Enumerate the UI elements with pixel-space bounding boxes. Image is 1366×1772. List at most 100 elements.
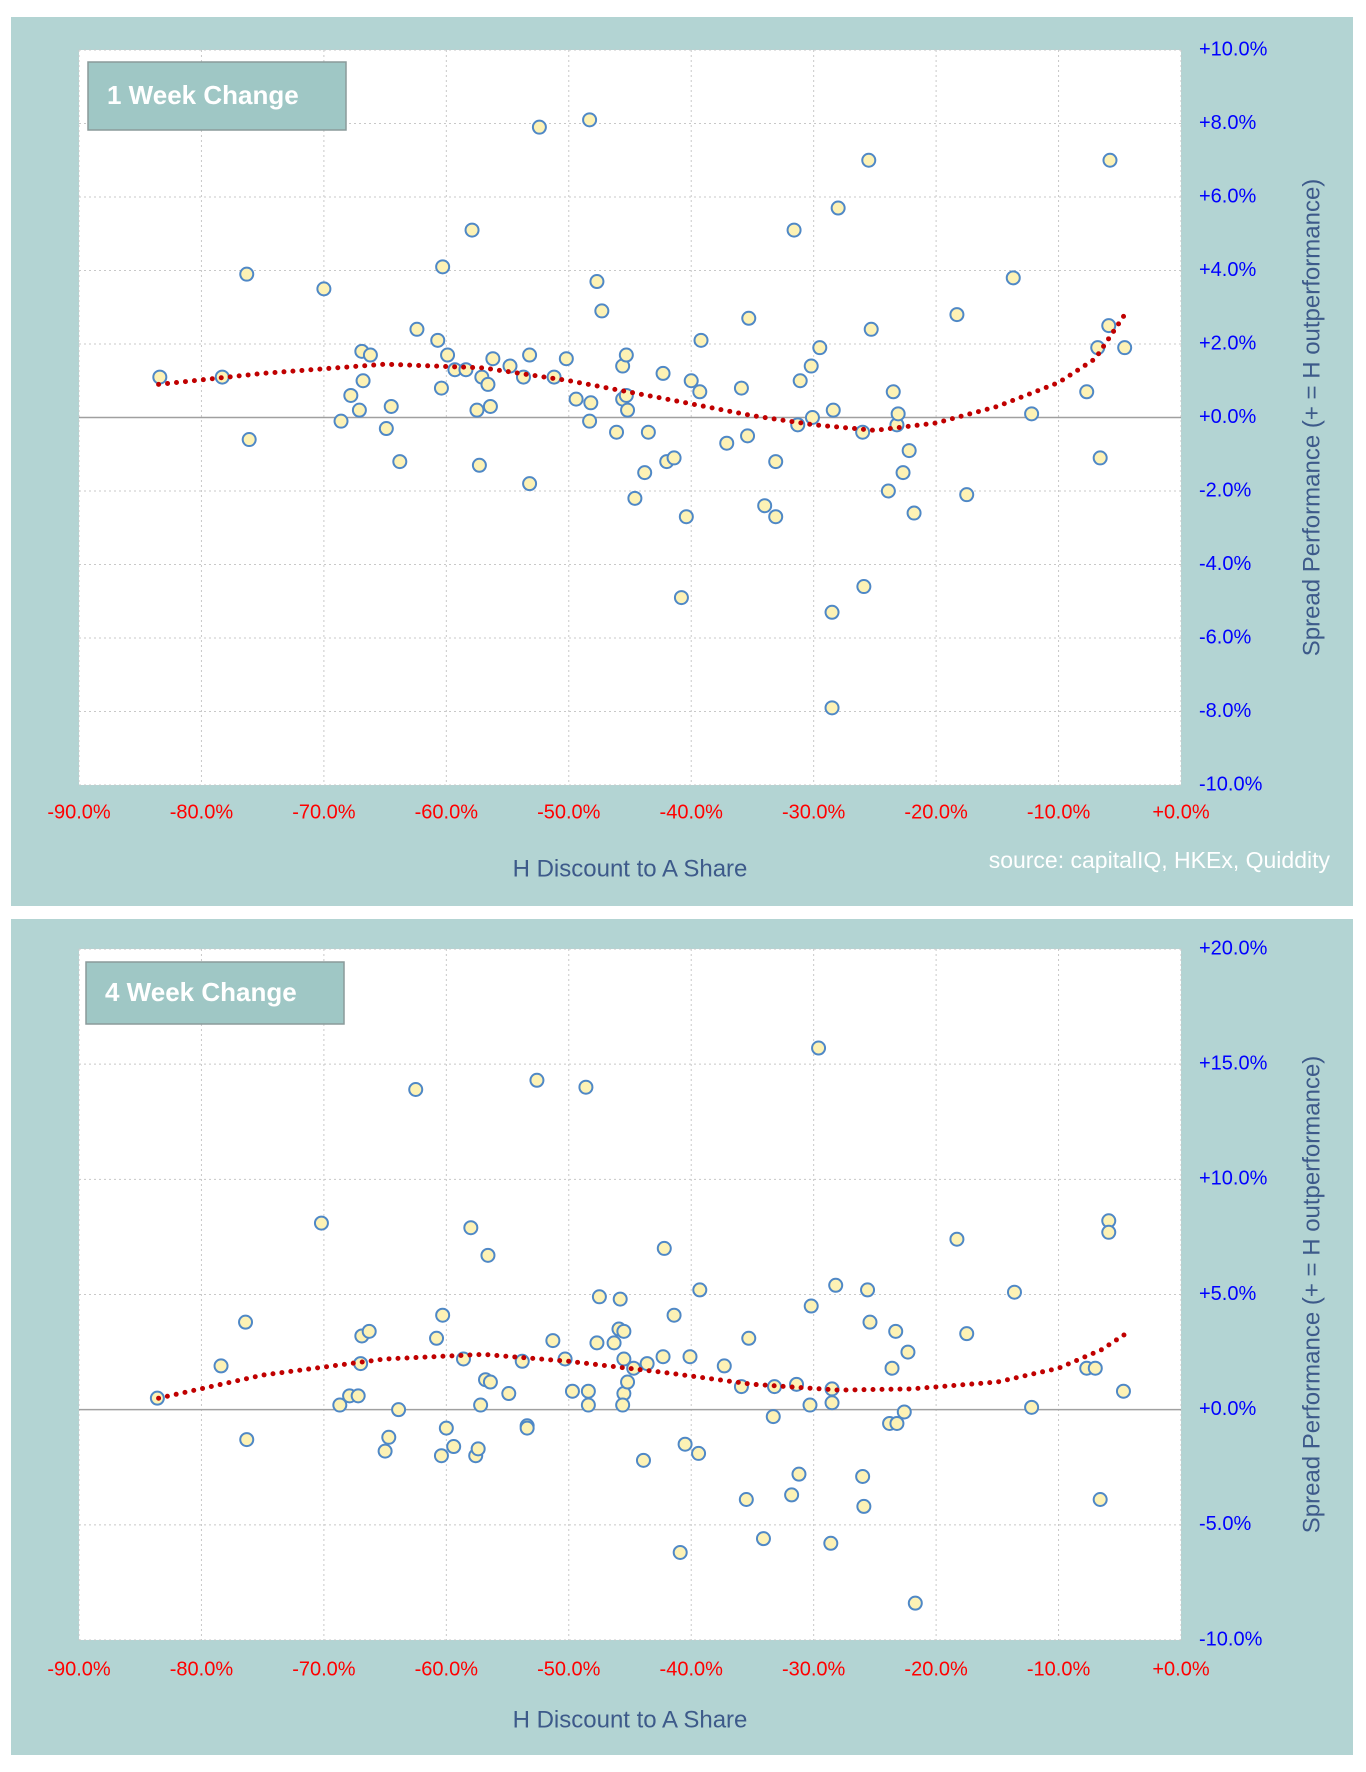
data-point	[438, 1420, 454, 1436]
data-point	[885, 384, 901, 400]
x-tick-label: -60.0%	[415, 1658, 479, 1680]
y-tick-label: +10.0%	[1199, 1168, 1268, 1190]
data-point	[409, 321, 425, 337]
data-point	[589, 1335, 605, 1351]
data-point	[620, 1374, 636, 1390]
data-point	[446, 1439, 462, 1455]
data-point	[959, 1326, 975, 1342]
x-tick-label: -60.0%	[415, 801, 479, 823]
data-point	[464, 222, 480, 238]
data-point	[888, 1323, 904, 1339]
data-point	[1006, 1284, 1022, 1300]
x-tick-label: -40.0%	[660, 1658, 724, 1680]
x-tick-label: +0.0%	[1152, 801, 1209, 823]
data-point	[906, 505, 922, 521]
data-point	[316, 281, 332, 297]
x-tick-label: -20.0%	[904, 801, 968, 823]
data-point	[823, 1535, 839, 1551]
data-point	[655, 1349, 671, 1365]
data-point	[580, 1397, 596, 1413]
data-point	[738, 1491, 754, 1507]
data-point	[463, 1220, 479, 1236]
data-point	[589, 274, 605, 290]
data-point	[949, 1231, 965, 1247]
data-point	[1024, 1399, 1040, 1415]
data-point	[361, 1323, 377, 1339]
trend-line	[156, 310, 1129, 433]
x-tick-label: -80.0%	[170, 1658, 234, 1680]
data-point	[482, 1374, 498, 1390]
data-point	[861, 152, 877, 168]
y-tick-label: +10.0%	[1199, 38, 1268, 60]
data-point	[582, 112, 598, 128]
data-point	[332, 1397, 348, 1413]
data-point	[433, 1448, 449, 1464]
x-tick-label: +0.0%	[1152, 1658, 1209, 1680]
x-tick-label: -50.0%	[537, 801, 601, 823]
y-tick-label: +5.0%	[1199, 1283, 1256, 1305]
x-tick-label: -20.0%	[904, 1658, 968, 1680]
y-tick-label: -5.0%	[1199, 1513, 1251, 1535]
data-point	[1101, 318, 1117, 334]
data-point	[616, 1323, 632, 1339]
data-point	[531, 119, 547, 135]
data-point	[768, 509, 784, 525]
data-point	[672, 1544, 688, 1560]
data-point	[480, 376, 496, 392]
data-point	[895, 465, 911, 481]
data-point	[435, 259, 451, 275]
data-point	[784, 1487, 800, 1503]
data-point	[691, 1445, 707, 1461]
data-point	[591, 1289, 607, 1305]
data-point	[568, 391, 584, 407]
y-tick-label: +8.0%	[1199, 112, 1256, 134]
x-tick-label: -30.0%	[782, 801, 846, 823]
data-point	[213, 1358, 229, 1374]
data-point	[811, 1040, 827, 1056]
data-point	[896, 1404, 912, 1420]
y-tick-label: +20.0%	[1199, 937, 1268, 959]
data-point	[637, 465, 653, 481]
y-tick-label: -6.0%	[1199, 626, 1251, 648]
data-point	[741, 310, 757, 326]
data-point	[656, 1240, 672, 1256]
data-point	[692, 1282, 708, 1298]
x-tick-label: -70.0%	[292, 1658, 356, 1680]
y-tick-label: -8.0%	[1199, 700, 1251, 722]
data-point	[1117, 340, 1133, 356]
data-point	[959, 487, 975, 503]
data-point	[666, 450, 682, 466]
data-point	[313, 1215, 329, 1231]
data-point	[612, 1291, 628, 1307]
data-point	[828, 1277, 844, 1293]
data-point	[640, 424, 656, 440]
data-point	[615, 1397, 631, 1413]
data-point	[786, 222, 802, 238]
data-point	[583, 395, 599, 411]
data-point	[890, 406, 906, 422]
data-point	[678, 509, 694, 525]
data-point	[529, 1072, 545, 1088]
y-tick-label: +6.0%	[1199, 185, 1256, 207]
data-point	[152, 369, 168, 385]
data-point	[558, 351, 574, 367]
data-point	[719, 435, 735, 451]
y-tick-label: +4.0%	[1199, 259, 1256, 281]
data-point	[740, 428, 756, 444]
data-point	[804, 410, 820, 425]
x-tick-label: -10.0%	[1027, 1658, 1091, 1680]
data-point	[239, 266, 255, 282]
data-point	[639, 1356, 655, 1372]
data-point	[355, 373, 371, 389]
data-point	[880, 483, 896, 499]
data-point	[578, 1079, 594, 1095]
data-point	[824, 1395, 840, 1411]
x-tick-label: -50.0%	[537, 1658, 601, 1680]
data-point	[856, 579, 872, 595]
data-point	[1005, 270, 1021, 286]
data-point	[791, 1466, 807, 1482]
data-point	[812, 340, 828, 356]
data-point	[824, 604, 840, 620]
data-point	[582, 413, 598, 429]
